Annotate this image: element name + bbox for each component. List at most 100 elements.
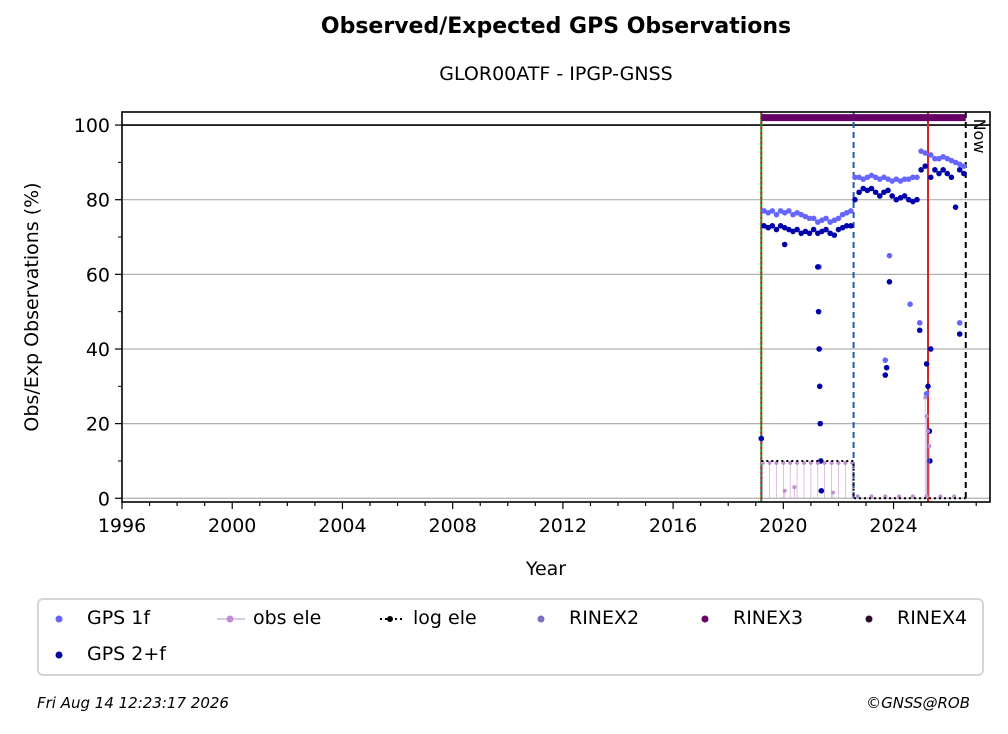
point-gps-2-f <box>769 223 776 229</box>
point-gps-2-f <box>816 346 822 352</box>
y-tick-label: 20 <box>86 414 110 436</box>
x-tick-label: 2004 <box>318 515 366 537</box>
point-gps-2-f <box>886 279 893 285</box>
point-gps-2-f <box>856 189 862 196</box>
y-axis-label: Obs/Exp Observations (%) <box>21 182 43 431</box>
point-gps-2-f <box>816 383 823 390</box>
point-gps-2-f <box>817 420 824 427</box>
legend-label: obs ele <box>253 607 322 629</box>
point-gps-2-f <box>922 163 929 169</box>
x-tick-label: 2012 <box>539 515 587 537</box>
point-obs-ele <box>910 494 915 499</box>
point-gps-1f <box>910 174 916 181</box>
point-gps-1f <box>848 208 854 214</box>
point-obs-ele <box>926 429 930 434</box>
point-gps-2-f <box>940 167 946 173</box>
point-gps-2-f <box>868 185 875 192</box>
point-obs-ele <box>782 488 787 493</box>
point-gps-1f <box>882 357 889 363</box>
point-gps-2-f <box>956 167 963 173</box>
point-gps-2-f <box>814 264 821 270</box>
point-gps-1f <box>932 155 938 162</box>
point-gps-2-f <box>810 226 817 233</box>
point-gps-1f <box>927 152 934 158</box>
x-tick-label: 1996 <box>98 515 146 537</box>
point-gps-2-f <box>936 170 942 177</box>
point-gps-1f <box>923 390 930 397</box>
point-gps-2-f <box>781 241 788 248</box>
point-obs-ele <box>927 444 932 449</box>
point-gps-2-f <box>758 435 765 442</box>
point-obs-ele <box>923 395 928 400</box>
legend-label: RINEX4 <box>897 607 968 629</box>
point-obs-ele <box>822 460 827 465</box>
legend-marker-log-ele <box>377 616 405 622</box>
x-tick-label: 2000 <box>208 515 256 537</box>
point-gps-2-f <box>823 226 829 233</box>
y-tick-label: 100 <box>74 115 110 137</box>
point-gps-2-f <box>952 204 959 210</box>
point-gps-2-f <box>815 308 822 315</box>
point-gps-2-f <box>918 167 924 173</box>
point-gps-2-f <box>852 196 858 203</box>
x-axis-label: Year <box>525 558 566 580</box>
legend-label: GPS 1f <box>87 607 151 629</box>
point-gps-2-f <box>848 223 854 229</box>
y-tick-label: 40 <box>86 339 110 361</box>
point-gps-1f <box>901 176 908 182</box>
y-tick-label: 80 <box>86 190 110 212</box>
point-gps-2-f <box>889 193 895 199</box>
point-gps-2-f <box>927 458 933 464</box>
y-tick-label: 0 <box>98 488 110 510</box>
point-obs-ele <box>792 485 797 490</box>
point-gps-2-f <box>914 196 920 203</box>
footer-timestamp: Fri Aug 14 12:23:17 2026 <box>37 694 229 712</box>
legend-marker-gps-1f <box>55 615 63 623</box>
plot-frame <box>121 111 991 503</box>
legend: GPS 1f obs ele log ele RINEX2 RINEX3 RINEX4 GP… <box>37 598 984 676</box>
point-gps-2-f <box>872 189 879 196</box>
point-gps-2-f <box>773 226 780 233</box>
point-gps-2-f <box>876 193 883 199</box>
point-gps-1f <box>835 215 842 222</box>
legend-label: log ele <box>413 607 477 629</box>
point-gps-1f <box>806 215 813 222</box>
point-obs-ele <box>924 414 929 419</box>
chart-subtitle: GLOR00ATF - IPGP-GNSS <box>439 63 673 85</box>
legend-label: RINEX3 <box>733 607 804 629</box>
chart-title: Observed/Expected GPS Observations <box>320 14 792 39</box>
frame-layer <box>121 111 991 503</box>
point-gps-1f <box>773 211 780 218</box>
axis-layer: Now 1996 2000 2004 2008 2012 2016 2020 2024 0 20 40… <box>21 115 989 580</box>
x-tick-label: 2020 <box>759 515 807 537</box>
point-gps-2-f <box>923 361 930 367</box>
footer-credit: ©GNSS@ROB <box>866 694 970 712</box>
point-gps-1f <box>961 163 967 169</box>
x-tick-label: 2024 <box>869 515 917 537</box>
point-gps-2-f <box>927 174 934 181</box>
point-gps-2-f <box>806 230 813 237</box>
point-gps-2-f <box>948 174 955 181</box>
x-tick-label: 2016 <box>649 515 697 537</box>
now-label: Now <box>970 119 989 154</box>
point-gps-2-f <box>925 383 931 390</box>
point-gps-2-f <box>883 364 890 371</box>
point-gps-2-f <box>818 488 825 494</box>
legend-marker-gps-2-f <box>55 651 63 659</box>
point-gps-2-f <box>843 223 850 229</box>
legend-label: RINEX2 <box>569 607 640 629</box>
point-gps-1f <box>922 150 929 156</box>
point-obs-ele <box>830 490 835 495</box>
point-gps-1f <box>886 252 893 259</box>
y-tick-label: 60 <box>86 264 110 286</box>
grid-layer <box>122 124 990 499</box>
point-gps-2-f <box>901 193 908 199</box>
point-obs-ele <box>767 460 772 465</box>
point-gps-1f <box>810 215 817 222</box>
legend-marker-rinex3 <box>701 615 709 623</box>
point-obs-ele <box>788 460 793 465</box>
point-gps-2-f <box>927 346 934 352</box>
legend-marker-rinex4 <box>865 615 873 623</box>
point-gps-1f <box>916 320 923 326</box>
point-gps-2-f <box>882 372 889 378</box>
